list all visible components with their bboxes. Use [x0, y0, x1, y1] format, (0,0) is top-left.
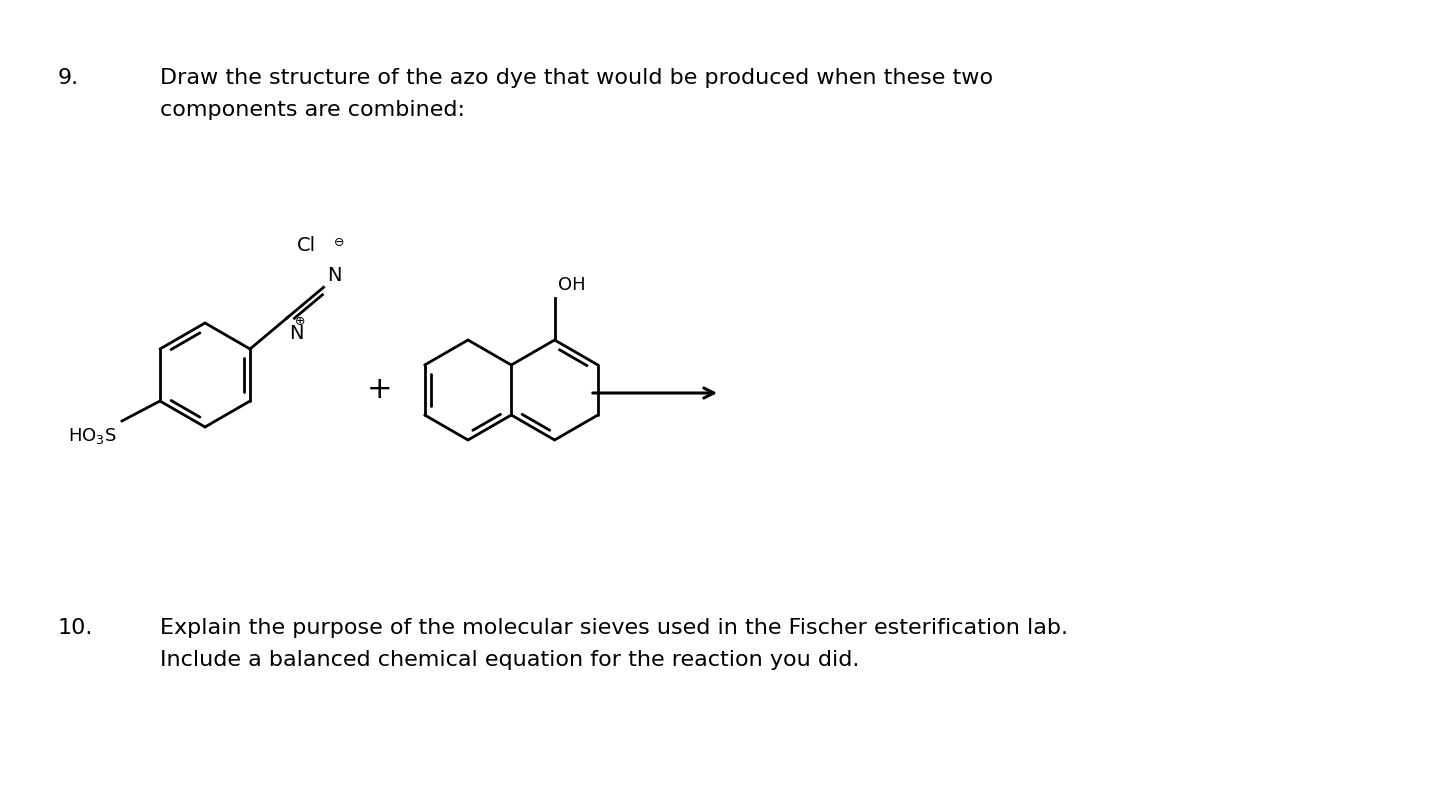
Text: 10.: 10.	[57, 618, 93, 638]
Text: Draw the structure of the azo dye that would be produced when these two: Draw the structure of the azo dye that w…	[161, 68, 994, 88]
Text: Include a balanced chemical equation for the reaction you did.: Include a balanced chemical equation for…	[161, 650, 859, 670]
Text: N: N	[327, 266, 343, 286]
Text: Cl: Cl	[297, 237, 315, 255]
Text: Explain the purpose of the molecular sieves used in the Fischer esterification l: Explain the purpose of the molecular sie…	[161, 618, 1068, 638]
Text: 9.: 9.	[57, 68, 79, 88]
Text: +: +	[367, 375, 393, 404]
Text: ⊕: ⊕	[294, 314, 305, 328]
Text: N: N	[288, 324, 304, 343]
Text: ⊖: ⊖	[334, 237, 344, 249]
Text: components are combined:: components are combined:	[161, 100, 465, 120]
Text: HO$_3$S: HO$_3$S	[69, 426, 118, 446]
Text: OH: OH	[558, 276, 585, 294]
